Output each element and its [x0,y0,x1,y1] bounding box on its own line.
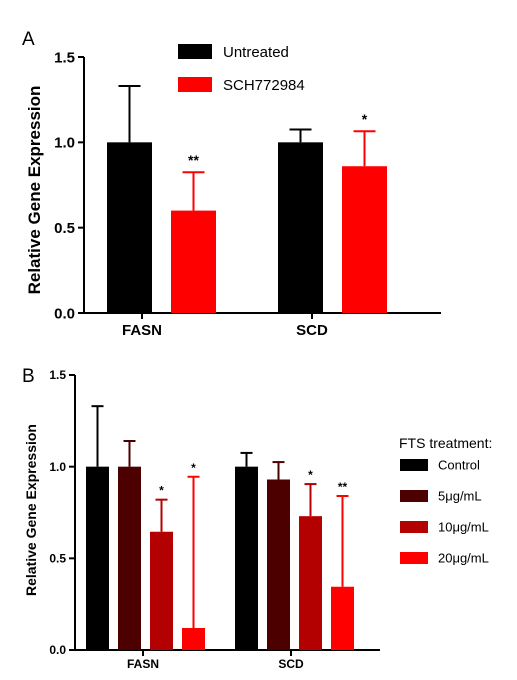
panel-b-y-tick-label-1: 0.5 [49,552,66,566]
panel-b-bar-control-scd [235,466,258,650]
panel-b-legend-label-5ug-ml: 5μg/mL [438,489,482,504]
panel-a-bar-untreated-fasn [107,142,152,313]
panel-b-bar-5ug-ml-scd [267,479,290,650]
panel-b-legend-title: FTS treatment: [399,435,492,451]
panel-a-y-tick-label-3: 1.5 [54,49,75,66]
panel-a-y-tick-label-1: 0.5 [54,220,75,237]
panel-b-legend-swatch-5ug-ml [400,490,428,502]
panel-b-y-tick-label-2: 1.0 [49,460,66,474]
panel-a-bar-sch772984-fasn [171,210,216,313]
panel-a-legend: Untreated SCH772984 [178,44,305,94]
panel-b-legend-swatch-20ug-ml [400,552,428,564]
panel-b-y-axis-title: Relative Gene Expression [23,424,39,596]
panel-b-legend-swatch-10ug-ml [400,521,428,533]
panel-a-error-bars [118,85,376,211]
panel-b-bars [86,466,354,650]
panel-b-legend: Control 5μg/mL 10μg/mL 20μg/mL [400,458,489,566]
panel-a-legend-label-sch772984: SCH772984 [223,77,305,94]
panel-b-significance-10ug-ml-scd: * [308,468,313,482]
panel-b-significance-labels: ***** [159,461,347,498]
panel-a-significance-labels: *** [188,111,368,168]
panel-b-legend-label-10ug-ml: 10μg/mL [438,520,489,535]
panel-a-y-tick-label-2: 1.0 [54,135,75,152]
panel-a-y-tick-label-0: 0.0 [54,305,75,322]
panel-a-bar-sch772984-scd [342,166,387,313]
panel-b-category-label-fasn: FASN [127,657,159,671]
panel-b-bar-10ug-ml-scd [299,516,322,650]
panel-b-significance-10ug-ml-fasn: * [159,484,164,498]
panel-a-category-label-fasn: FASN [122,322,162,339]
panel-a-bar-untreated-scd [278,142,323,313]
panel-a-legend-swatch-untreated [178,44,212,59]
panel-a-legend-swatch-sch772984 [178,77,212,92]
panel-b-legend-swatch-control [400,459,428,471]
panel-a-letter: A [22,29,35,50]
panel-b-y-tick-label-0: 0.0 [49,643,66,657]
panel-b-bar-20ug-ml-fasn [182,628,205,650]
panel-b-category-labels: FASN SCD [127,657,304,671]
panel-b-bar-control-fasn [86,466,109,650]
panel-b-legend-label-20ug-ml: 20μg/mL [438,551,489,566]
panel-a-significance-sch772984-scd: * [362,111,368,127]
panel-a-chart: A Relative Gene Expression 0.00.51.01.5 … [22,29,441,339]
panel-a-legend-label-untreated: Untreated [223,44,289,61]
panel-b-letter: B [22,366,35,387]
panel-b-error-bars [91,405,349,628]
panel-b-bar-5ug-ml-fasn [118,466,141,650]
panel-b-y-tick-label-3: 1.5 [49,368,66,382]
panel-a-category-label-scd: SCD [296,322,328,339]
panel-a-significance-sch772984-fasn: ** [188,152,199,168]
panel-a-y-axis-title: Relative Gene Expression [25,86,44,295]
panel-a-bars [107,142,387,313]
panel-a-category-labels: FASN SCD [122,322,328,339]
panel-b-significance-20ug-ml-scd: ** [338,480,348,494]
panel-b-bar-20ug-ml-scd [331,586,354,650]
panel-b-bar-10ug-ml-fasn [150,531,173,650]
panel-b-significance-20ug-ml-fasn: * [191,461,196,475]
panel-b-legend-label-control: Control [438,458,480,473]
panel-b-chart: B Relative Gene Expression 0.00.51.01.5 … [22,366,492,671]
panel-b-category-label-scd: SCD [278,657,304,671]
